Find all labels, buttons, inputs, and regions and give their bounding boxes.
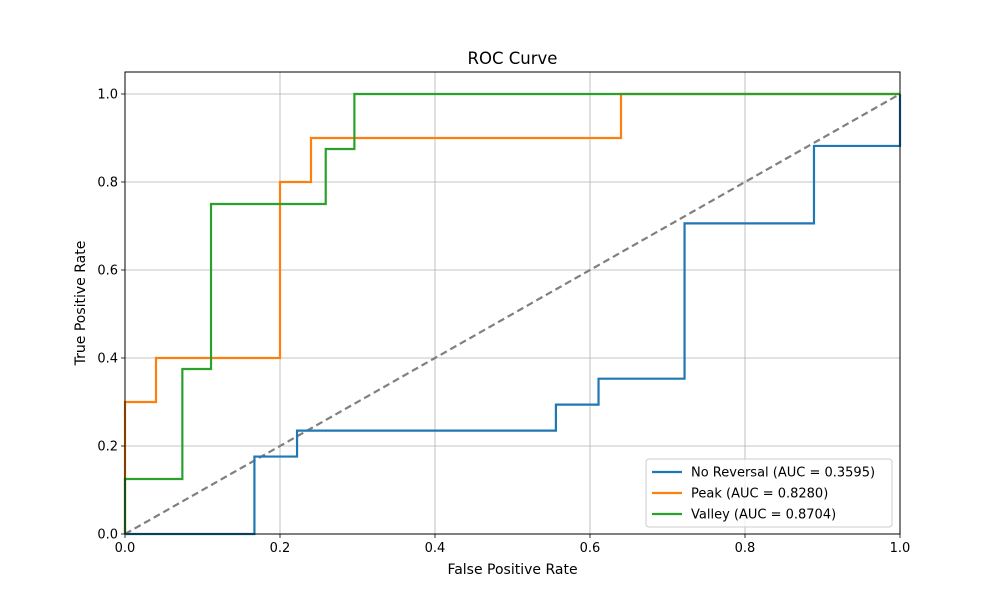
- legend-label-peak: Peak (AUC = 0.8280): [691, 487, 828, 502]
- series-layer: [123, 92, 902, 536]
- x-tick-label: 0.6: [580, 541, 601, 556]
- series-line-valley: [123, 92, 900, 534]
- x-tick-label: 0.0: [115, 541, 136, 556]
- legend-items: No Reversal (AUC = 0.3595) Peak (AUC = 0.…: [652, 466, 875, 523]
- legend: No Reversal (AUC = 0.3595) Peak (AUC = 0.…: [645, 458, 893, 528]
- y-tick-label: 0.4: [97, 352, 118, 367]
- legend-label-valley: Valley (AUC = 0.8704): [691, 508, 836, 523]
- y-tick-label: 1.0: [97, 88, 118, 103]
- x-tick-label: 1.0: [890, 541, 911, 556]
- series-line-no-reversal: [125, 94, 902, 536]
- x-tick-label: 0.8: [735, 541, 756, 556]
- x-axis-label: False Positive Rate: [447, 562, 577, 578]
- y-tick-label: 0.8: [97, 176, 118, 191]
- legend-label-no-reversal: No Reversal (AUC = 0.3595): [691, 466, 875, 481]
- x-axis-ticks: 0.0 0.2 0.4 0.6 0.8 1.0: [115, 534, 911, 556]
- y-tick-label: 0.6: [97, 264, 118, 279]
- y-tick-label: 0.0: [97, 528, 118, 543]
- x-tick-label: 0.2: [270, 541, 291, 556]
- series-line-peak: [123, 92, 900, 534]
- y-axis-ticks: 0.0 0.2 0.4 0.6 0.8 1.0: [97, 88, 125, 543]
- y-tick-label: 0.2: [97, 440, 118, 455]
- legend-box: [645, 458, 893, 528]
- y-axis-label: True Positive Rate: [73, 241, 89, 367]
- x-tick-label: 0.4: [425, 541, 446, 556]
- plot-frame: [124, 71, 901, 535]
- chart-title: ROC Curve: [468, 49, 558, 68]
